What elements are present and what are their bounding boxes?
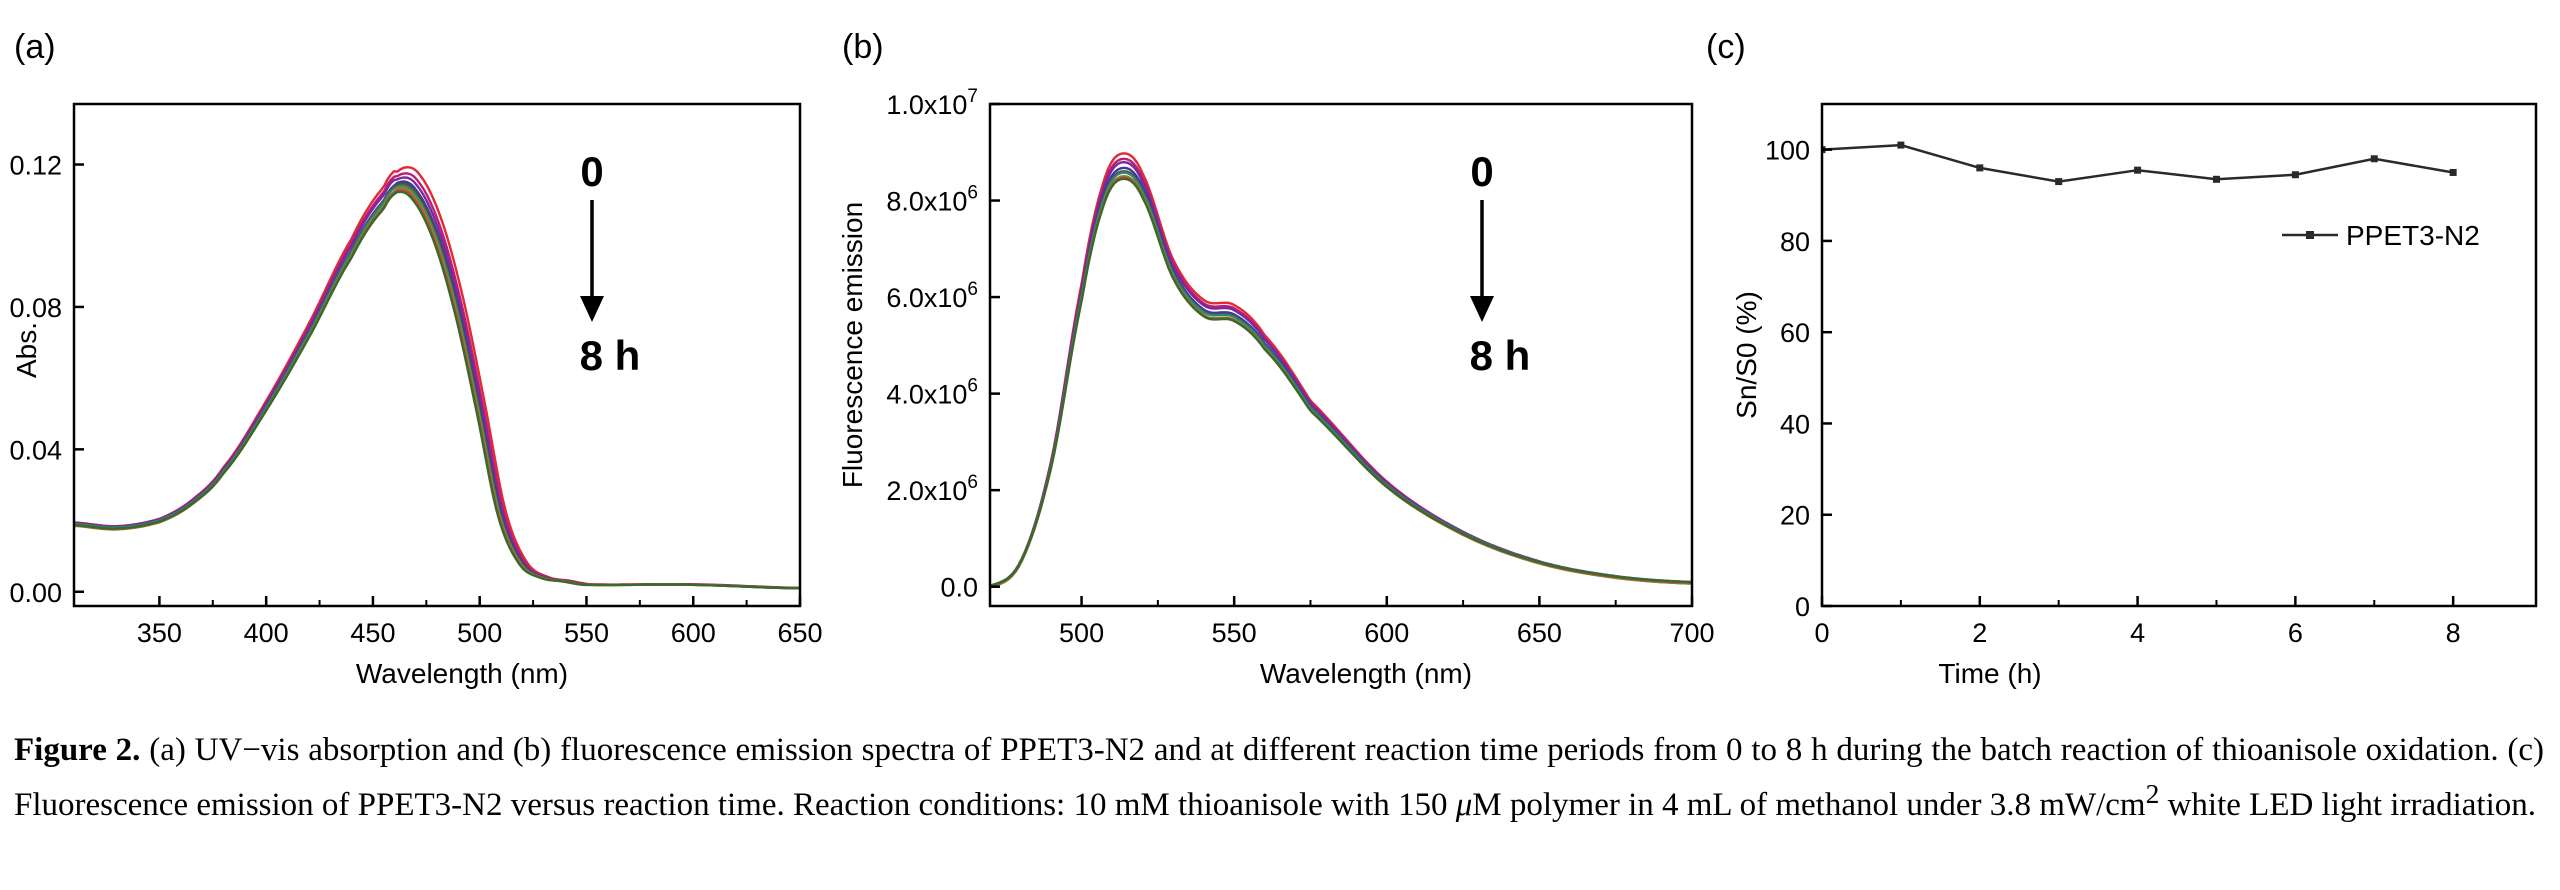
- spectrum-series-8: [74, 190, 800, 590]
- plot-frame: [988, 102, 1694, 608]
- panel-b-arrow-start-label: 0: [1470, 148, 1493, 195]
- data-point: [2134, 166, 2142, 174]
- panel-a-uv-vis-chart: (a) 350 400 450 500 550 600 650 0.00 0.04 0.08 0.1…: [9, 28, 822, 689]
- panel-c-legend: PPET3-N2: [2282, 220, 2480, 251]
- panel-c-legend-marker: [2306, 231, 2314, 239]
- caption-line2: the batch reaction of thioanisole oxidat…: [14, 732, 2544, 823]
- y-tick-label: 0.04: [9, 435, 62, 465]
- panel-a-ylabel: Abs.: [11, 322, 42, 378]
- y-tick-label: 6.0x106: [886, 279, 978, 313]
- caption-line3-mid: M polymer in 4 mL of methanol under 3.8 …: [1472, 787, 2146, 823]
- y-tick-label: 0.08: [9, 293, 62, 323]
- spectrum-series-8: [990, 177, 1692, 588]
- panel-c-legend-label: PPET3-N2: [2346, 220, 2480, 251]
- data-point: [1976, 164, 1984, 172]
- y-tick-label: 20: [1780, 501, 1810, 531]
- panel-a-arrow-head: [580, 296, 604, 322]
- panel-b-plot-area: 500 550 600 650 700 0.0 2.0x106 4.0x106 6.0x106 8…: [886, 86, 1714, 648]
- data-point: [2291, 171, 2299, 179]
- x-tick-label: 450: [350, 618, 395, 648]
- x-tick-label: 650: [1517, 618, 1562, 648]
- panel-b-ylabel: Fluorescence emission: [837, 202, 868, 488]
- panel-c-ylabel: Sn/S0 (%): [1731, 291, 1762, 419]
- caption-line3-post: white LED light irradiation.: [2167, 787, 2537, 823]
- y-tick-label: 8.0x106: [886, 183, 978, 217]
- plot-frame: [72, 102, 802, 608]
- data-point: [2370, 155, 2378, 163]
- x-tick-label: 600: [1364, 618, 1409, 648]
- panel-a-label: (a): [14, 28, 56, 66]
- x-tick-label: 4: [2130, 618, 2145, 648]
- y-tick-label: 0.0: [940, 573, 978, 603]
- x-tick-label: 600: [671, 618, 716, 648]
- panel-a-plot-area: 350 400 450 500 550 600 650 0.00 0.04 0.08 0.12: [9, 102, 823, 648]
- panel-b-arrow-head: [1470, 296, 1494, 322]
- plot-frame: [1820, 102, 2538, 608]
- panel-b-xlabel: Wavelength (nm): [1260, 658, 1472, 689]
- curves-group: [1822, 141, 2457, 186]
- panel-b-label: (b): [842, 28, 884, 66]
- data-point: [2212, 175, 2220, 183]
- caption-superscript: 2: [2145, 778, 2160, 809]
- data-point: [2055, 178, 2063, 186]
- caption-line1: (a) UV−vis absorption and (b) fluorescen…: [149, 732, 1923, 768]
- y-tick-label: 80: [1780, 227, 1810, 257]
- caption-label: Figure 2.: [14, 732, 141, 768]
- y-tick-label: 100: [1765, 136, 1810, 166]
- x-tick-label: 650: [777, 618, 822, 648]
- x-tick-label: 500: [1059, 618, 1104, 648]
- x-tick-label: 350: [137, 618, 182, 648]
- y-tick-label: 0.00: [9, 578, 62, 608]
- y-tick-label: 2.0x106: [886, 472, 978, 506]
- x-tick-label: 8: [2446, 618, 2461, 648]
- x-tick-label: 500: [457, 618, 502, 648]
- y-tick-label: 1.0x107: [886, 86, 978, 120]
- x-tick-label: 550: [564, 618, 609, 648]
- panel-c-label: (c): [1706, 28, 1746, 66]
- x-tick-label: 2: [1972, 618, 1987, 648]
- y-tick-label: 0.12: [9, 151, 62, 181]
- data-point: [2449, 168, 2457, 176]
- panel-b-fluorescence-chart: (b) 500 550 600 650 700 0.0 2.0x106 4.0x106 6.0x…: [837, 28, 1715, 689]
- y-tick-label: 40: [1780, 409, 1810, 439]
- x-tick-label: 700: [1669, 618, 1714, 648]
- caption-line3-pre: with 150: [1331, 787, 1448, 823]
- panel-a-xlabel: Wavelength (nm): [356, 658, 568, 689]
- panel-c-xlabel: Time (h): [1938, 658, 2041, 689]
- x-tick-label: 400: [244, 618, 289, 648]
- series-line-0: [1822, 143, 2454, 183]
- panel-a-arrow-end-label: 8 h: [580, 332, 641, 379]
- panel-a-arrow-start-label: 0: [580, 148, 603, 195]
- y-tick-label: 4.0x106: [886, 376, 978, 410]
- spectrum-series-7: [990, 176, 1692, 588]
- curves-group: [990, 152, 1692, 589]
- caption-mu-symbol: μ: [1455, 787, 1473, 823]
- x-tick-label: 0: [1814, 618, 1829, 648]
- x-tick-label: 6: [2288, 618, 2303, 648]
- data-point: [1897, 141, 1905, 149]
- curves-group: [74, 165, 800, 590]
- x-tick-label: 550: [1212, 618, 1257, 648]
- panel-b-arrow-end-label: 8 h: [1470, 332, 1531, 379]
- y-tick-label: 0: [1795, 592, 1810, 622]
- figure-caption: Figure 2. (a) UV−vis absorption and (b) …: [14, 728, 2544, 827]
- y-tick-label: 60: [1780, 318, 1810, 348]
